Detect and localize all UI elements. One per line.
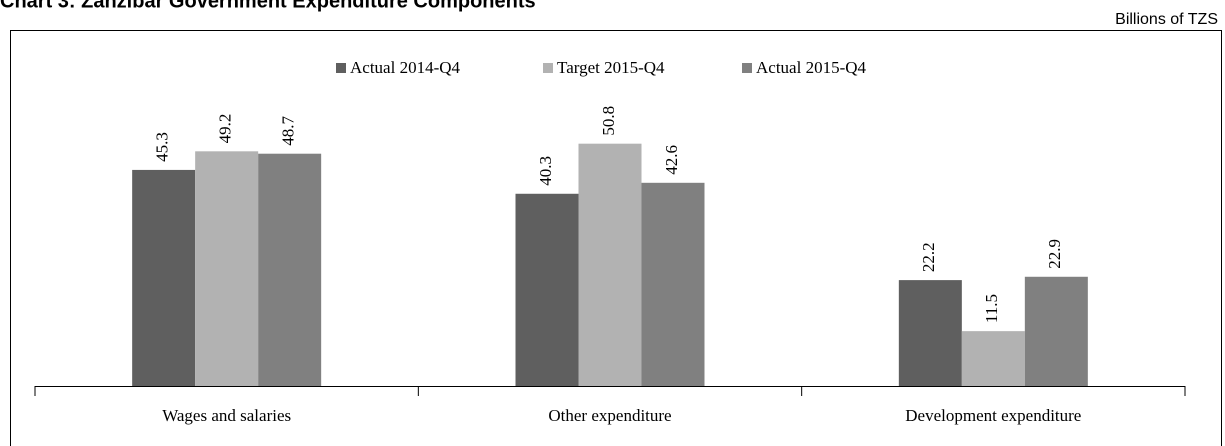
data-label: 11.5: [982, 294, 1001, 323]
data-label: 45.3: [153, 132, 172, 162]
bar: [1024, 276, 1088, 386]
data-label: 49.2: [216, 114, 235, 144]
legend-swatch: [336, 63, 346, 73]
data-label: 48.7: [279, 115, 298, 145]
bar: [195, 151, 259, 386]
bar: [641, 182, 705, 386]
unit-label: Billions of TZS: [1115, 11, 1218, 28]
legend-label: Actual 2015-Q4: [756, 58, 867, 77]
data-label: 22.9: [1045, 239, 1064, 269]
data-label: 22.2: [919, 242, 938, 272]
legend-label: Actual 2014-Q4: [350, 58, 461, 77]
x-tick-label: Wages and salaries: [162, 406, 291, 425]
bar: [961, 331, 1025, 386]
bar: [898, 280, 962, 386]
bar: [578, 143, 642, 386]
data-label: 42.6: [662, 145, 681, 175]
chart-title: Chart 3: Zanzibar Government Expenditure…: [0, 0, 536, 12]
x-tick-label: Other expenditure: [548, 406, 671, 425]
data-label: 50.8: [599, 106, 618, 136]
bar: [132, 169, 196, 386]
x-tick-label: Development expenditure: [905, 406, 1081, 425]
legend-swatch: [742, 63, 752, 73]
bar: [258, 153, 322, 386]
legend-label: Target 2015-Q4: [557, 58, 665, 77]
bar: [515, 193, 579, 386]
data-label: 40.3: [536, 156, 555, 186]
legend-swatch: [543, 63, 553, 73]
chart-frame: [10, 30, 1222, 446]
